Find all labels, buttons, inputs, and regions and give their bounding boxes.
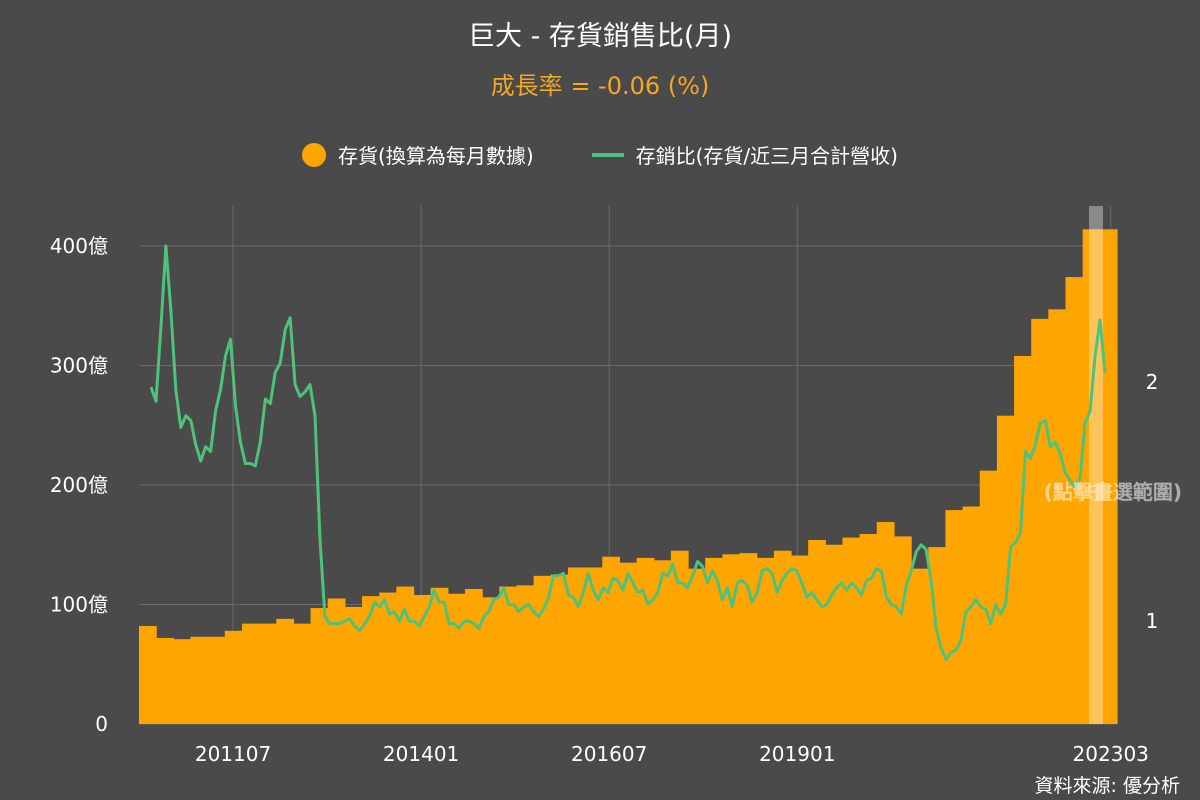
select-range-hint: (點擊畫選範圍) xyxy=(1043,480,1182,504)
inventory-bar xyxy=(653,560,672,724)
inventory-bar xyxy=(859,533,878,724)
inventory-bar xyxy=(636,557,655,724)
legend-item-inventory[interactable]: 存貨(換算為每月數據) xyxy=(302,140,534,169)
inventory-bar xyxy=(224,630,243,724)
inventory-bar xyxy=(430,587,449,724)
inventory-bar xyxy=(156,637,174,724)
inventory-bar xyxy=(808,539,826,724)
left-tick-label: 400億 xyxy=(50,234,108,258)
inventory-bar xyxy=(722,554,741,724)
inventory-bar xyxy=(379,592,397,724)
left-tick-label: 0 xyxy=(95,712,108,736)
inventory-bar xyxy=(688,568,706,724)
inventory-bar xyxy=(482,597,500,724)
inventory-bar xyxy=(756,557,775,724)
x-tick-label: 201401 xyxy=(383,742,459,766)
inventory-bar xyxy=(550,574,569,724)
inventory-bar xyxy=(327,598,346,724)
inventory-bar xyxy=(499,586,518,724)
inventory-bar xyxy=(705,557,723,724)
inventory-bar xyxy=(413,594,432,724)
x-tick-label: 201901 xyxy=(759,742,835,766)
inventory-bar xyxy=(310,608,329,724)
inventory-bar xyxy=(567,567,586,724)
inventory-bar xyxy=(876,522,895,724)
inventory-bar xyxy=(447,593,466,724)
legend-label-inventory: 存貨(換算為每月數據) xyxy=(338,144,534,168)
inventory-bar xyxy=(602,556,621,724)
inventory-bar xyxy=(739,553,758,724)
inventory-bar xyxy=(911,568,929,724)
left-tick-label: 300億 xyxy=(50,354,108,378)
inventory-bar xyxy=(773,550,792,724)
chart-title: 巨大 - 存貨銷售比(月) xyxy=(468,21,732,52)
inventory-bar xyxy=(893,536,912,724)
inventory-bar xyxy=(1031,318,1049,724)
inventory-bar xyxy=(293,623,312,724)
right-tick-label: 1 xyxy=(1146,609,1159,633)
inventory-bar xyxy=(670,550,689,724)
inventory-bar xyxy=(173,639,192,724)
legend-label-ratio: 存銷比(存貨/近三月合計營收) xyxy=(635,144,898,168)
inventory-bar xyxy=(259,623,277,724)
inventory-bar xyxy=(344,606,363,724)
legend: 存貨(換算為每月數據) 存銷比(存貨/近三月合計營收) xyxy=(0,140,1200,169)
inventory-bar xyxy=(396,586,415,724)
inventory-bar xyxy=(465,588,483,724)
inventory-bar xyxy=(190,636,209,724)
inventory-bar xyxy=(533,575,552,724)
inventory-bar xyxy=(516,585,535,724)
x-tick-label: 202303 xyxy=(1073,742,1149,766)
inventory-bar xyxy=(791,555,809,724)
legend-line-icon xyxy=(591,152,624,157)
right-axis: 12 xyxy=(1146,370,1159,633)
right-tick-label: 2 xyxy=(1146,370,1159,394)
inventory-bar xyxy=(276,618,295,724)
inventory-bar xyxy=(207,636,226,724)
inventory-bar xyxy=(585,567,603,724)
selection-band-rect xyxy=(1089,206,1103,724)
inventory-bar xyxy=(962,506,981,724)
left-tick-label: 100億 xyxy=(50,593,108,617)
inventory-bar xyxy=(241,623,260,724)
inventory-bar xyxy=(996,415,1015,724)
selection-band xyxy=(1089,206,1103,724)
inventory-bar xyxy=(1065,277,1084,724)
data-source: 資料來源: 優分析 xyxy=(1034,775,1180,797)
inventory-bar xyxy=(1048,309,1067,724)
ratio-line xyxy=(149,244,1107,661)
left-axis: 0 100億 200億 300億 400億 xyxy=(50,234,108,736)
inventory-bars xyxy=(139,229,1118,724)
inventory-bar xyxy=(619,562,638,724)
left-tick-label: 200億 xyxy=(50,473,108,497)
legend-dot-icon xyxy=(302,142,327,167)
x-axis: 201107 201401 201607 201901 202303 xyxy=(195,742,1149,766)
inventory-bar xyxy=(842,537,861,724)
chart-subtitle: 成長率 = -0.06 (%) xyxy=(490,72,710,100)
inventory-bar xyxy=(1014,355,1032,724)
legend-item-ratio[interactable]: 存銷比(存貨/近三月合計營收) xyxy=(591,140,898,169)
x-tick-label: 201607 xyxy=(571,742,647,766)
inventory-bar xyxy=(979,470,998,724)
inventory-bar xyxy=(139,626,157,724)
inventory-bar xyxy=(825,544,844,724)
inventory-bar xyxy=(362,596,380,724)
inventory-bar xyxy=(945,510,964,724)
x-tick-label: 201107 xyxy=(195,742,271,766)
